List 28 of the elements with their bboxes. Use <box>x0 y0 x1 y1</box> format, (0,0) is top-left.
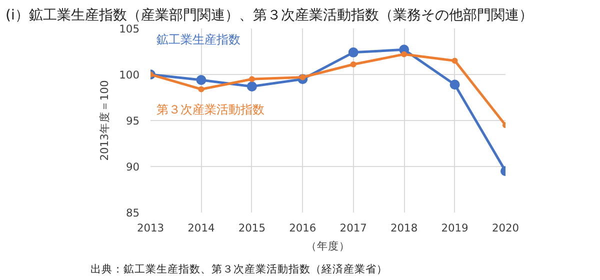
point <box>196 75 206 86</box>
y-tick-label: 95 <box>126 114 140 128</box>
y-tick-label: 105 <box>119 22 140 36</box>
point <box>350 61 356 68</box>
x-tick-label: 2019 <box>441 222 469 234</box>
series-label: 第３次産業活動指数 <box>156 102 264 116</box>
x-tick-label: 2016 <box>289 222 316 234</box>
y-tick-label: 100 <box>119 68 140 82</box>
x-tick-label: 2014 <box>188 222 215 234</box>
point <box>450 80 460 90</box>
text: 鉱工業生産指数 <box>156 32 240 46</box>
x-tick-label: 2017 <box>340 222 367 234</box>
point <box>452 58 458 64</box>
x-tick-label: 2018 <box>390 222 418 234</box>
x-tick-label: 2015 <box>238 222 266 234</box>
point <box>248 76 255 82</box>
y-tick-label: 85 <box>126 206 140 220</box>
y-tick-label: 90 <box>126 160 140 174</box>
source-note: 出典：鉱工業生産指数、第３次産業活動指数（経済産業省） <box>90 262 388 276</box>
point <box>198 86 204 92</box>
x-axis-title: （年度） <box>306 240 350 252</box>
y-axis-title: 2013年度＝100 <box>98 80 112 161</box>
point <box>246 81 257 92</box>
x-tick-label: 2013 <box>136 222 164 234</box>
point <box>401 51 408 58</box>
x-tick-label: 2020 <box>492 222 520 234</box>
point <box>348 47 358 58</box>
chart-title: (i）鉱工業生産指数（産業部門関連）、第３次産業活動指数（業務その他部門関連） <box>6 8 533 24</box>
